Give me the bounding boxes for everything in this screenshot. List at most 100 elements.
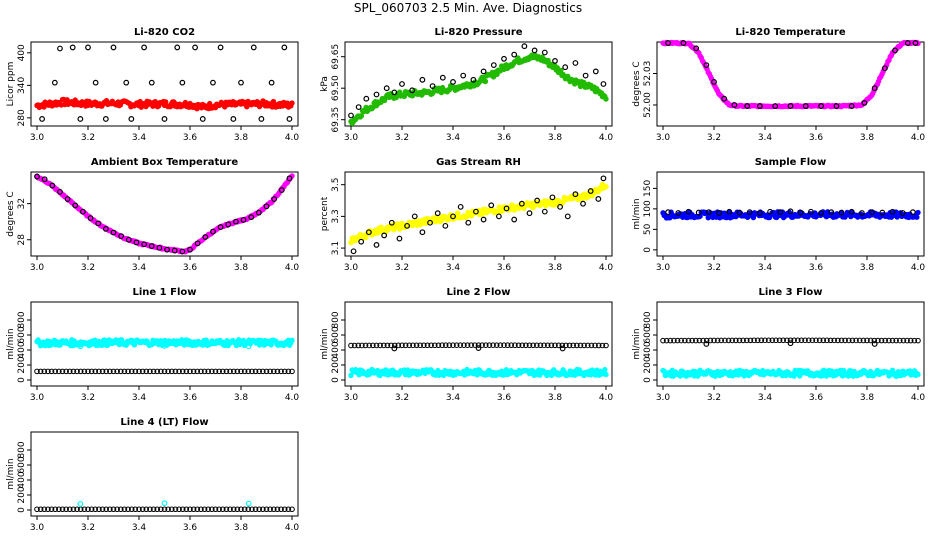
ring-point <box>457 342 464 348</box>
ring-point <box>154 506 161 513</box>
ring-point <box>274 368 281 375</box>
data-point <box>102 226 109 232</box>
data-point <box>889 208 896 215</box>
x-tick-label: 3.4 <box>758 393 773 403</box>
y-tick-label: 400 <box>17 44 27 61</box>
data-point <box>706 209 712 216</box>
ring-point <box>194 368 201 375</box>
x-tick-label: 3.2 <box>707 393 721 403</box>
x-tick-label: 3.0 <box>30 263 45 273</box>
ring-point <box>88 506 95 513</box>
y-tick-label: 200 <box>643 356 653 373</box>
data-point <box>148 79 155 86</box>
y-tick-label: 0 <box>643 377 653 383</box>
data-point <box>286 116 293 122</box>
x-tick-label: 3.4 <box>446 133 461 143</box>
ring-point <box>900 337 907 344</box>
data-point <box>572 60 579 66</box>
ring-point <box>37 506 44 513</box>
ring-point <box>570 342 577 349</box>
data-point <box>210 228 216 235</box>
ring-point <box>168 368 175 375</box>
ring-point <box>431 342 438 349</box>
data-point <box>388 219 395 226</box>
data-point <box>549 194 556 201</box>
ring-point <box>886 337 892 344</box>
data-point <box>381 232 388 239</box>
data-point <box>557 203 563 210</box>
data-point <box>912 40 919 46</box>
data-point <box>161 500 168 507</box>
ring-point <box>831 337 838 344</box>
data-point <box>859 210 865 216</box>
ring-point <box>212 368 219 375</box>
ring-point <box>475 342 482 348</box>
x-tick-label: 3.2 <box>707 263 721 273</box>
data-point <box>736 209 743 216</box>
ring-point <box>92 368 99 375</box>
ring-point <box>176 368 182 375</box>
ring-point <box>85 368 91 375</box>
series-line-4-flow-spikes <box>77 500 252 507</box>
data-point <box>230 116 237 122</box>
ring-point <box>121 506 128 513</box>
data-point <box>582 72 589 79</box>
chart-panel-10: Line 4 (LT) Flow 3.0 3.2 3.4 3.6 3.8 4.0 0 20040… <box>6 417 299 533</box>
series-temperature-spread <box>665 40 919 109</box>
data-point <box>383 85 390 92</box>
data-point <box>199 116 206 122</box>
ring-point <box>714 337 721 344</box>
ring-point <box>802 337 808 344</box>
ring-point <box>871 337 878 344</box>
ring-point <box>696 337 703 344</box>
ring-point <box>59 506 66 513</box>
data-point <box>232 218 239 225</box>
ring-point <box>136 368 142 375</box>
ring-point <box>165 368 171 375</box>
ring-point <box>183 368 190 375</box>
data-point <box>202 234 209 240</box>
ring-point <box>468 342 475 348</box>
ring-point <box>267 368 273 375</box>
ring-point <box>366 342 373 349</box>
data-point <box>240 216 247 223</box>
y-tick-label: 800 <box>331 311 341 328</box>
data-point <box>838 209 845 216</box>
x-tick-label: 3.8 <box>234 523 249 533</box>
ring-point <box>722 337 728 344</box>
plot-frame <box>656 41 925 127</box>
ring-point <box>150 506 157 513</box>
outlier-point <box>871 341 878 347</box>
x-tick-label: 4.0 <box>911 393 926 403</box>
ring-point <box>56 368 62 375</box>
ring-point <box>158 368 164 375</box>
ring-point <box>128 506 135 513</box>
data-point <box>871 85 878 92</box>
data-point <box>726 208 733 215</box>
data-point <box>179 79 186 86</box>
data-point <box>480 68 487 75</box>
ring-point <box>490 342 496 348</box>
x-tick-label: 3.4 <box>758 263 773 273</box>
ring-point <box>747 337 754 344</box>
y-axis-label: degrees C <box>632 61 642 106</box>
data-point <box>128 116 135 122</box>
y-tick-label: 100 <box>643 200 653 217</box>
data-point <box>225 221 232 228</box>
plot-frame <box>656 171 925 257</box>
data-point <box>802 103 809 109</box>
ring-point <box>798 337 805 344</box>
ring-point <box>482 342 489 348</box>
ring-point <box>395 342 402 349</box>
ring-point <box>209 368 215 375</box>
series-line-4-flow <box>34 506 295 513</box>
data-point <box>255 209 262 216</box>
ring-point <box>176 506 182 513</box>
plot-frame <box>30 431 299 517</box>
trace-point <box>603 371 609 378</box>
ring-point <box>252 506 259 513</box>
ring-point <box>223 506 230 513</box>
data-point <box>665 209 671 216</box>
x-tick-label: 4.0 <box>285 523 300 533</box>
data-point <box>439 74 446 81</box>
